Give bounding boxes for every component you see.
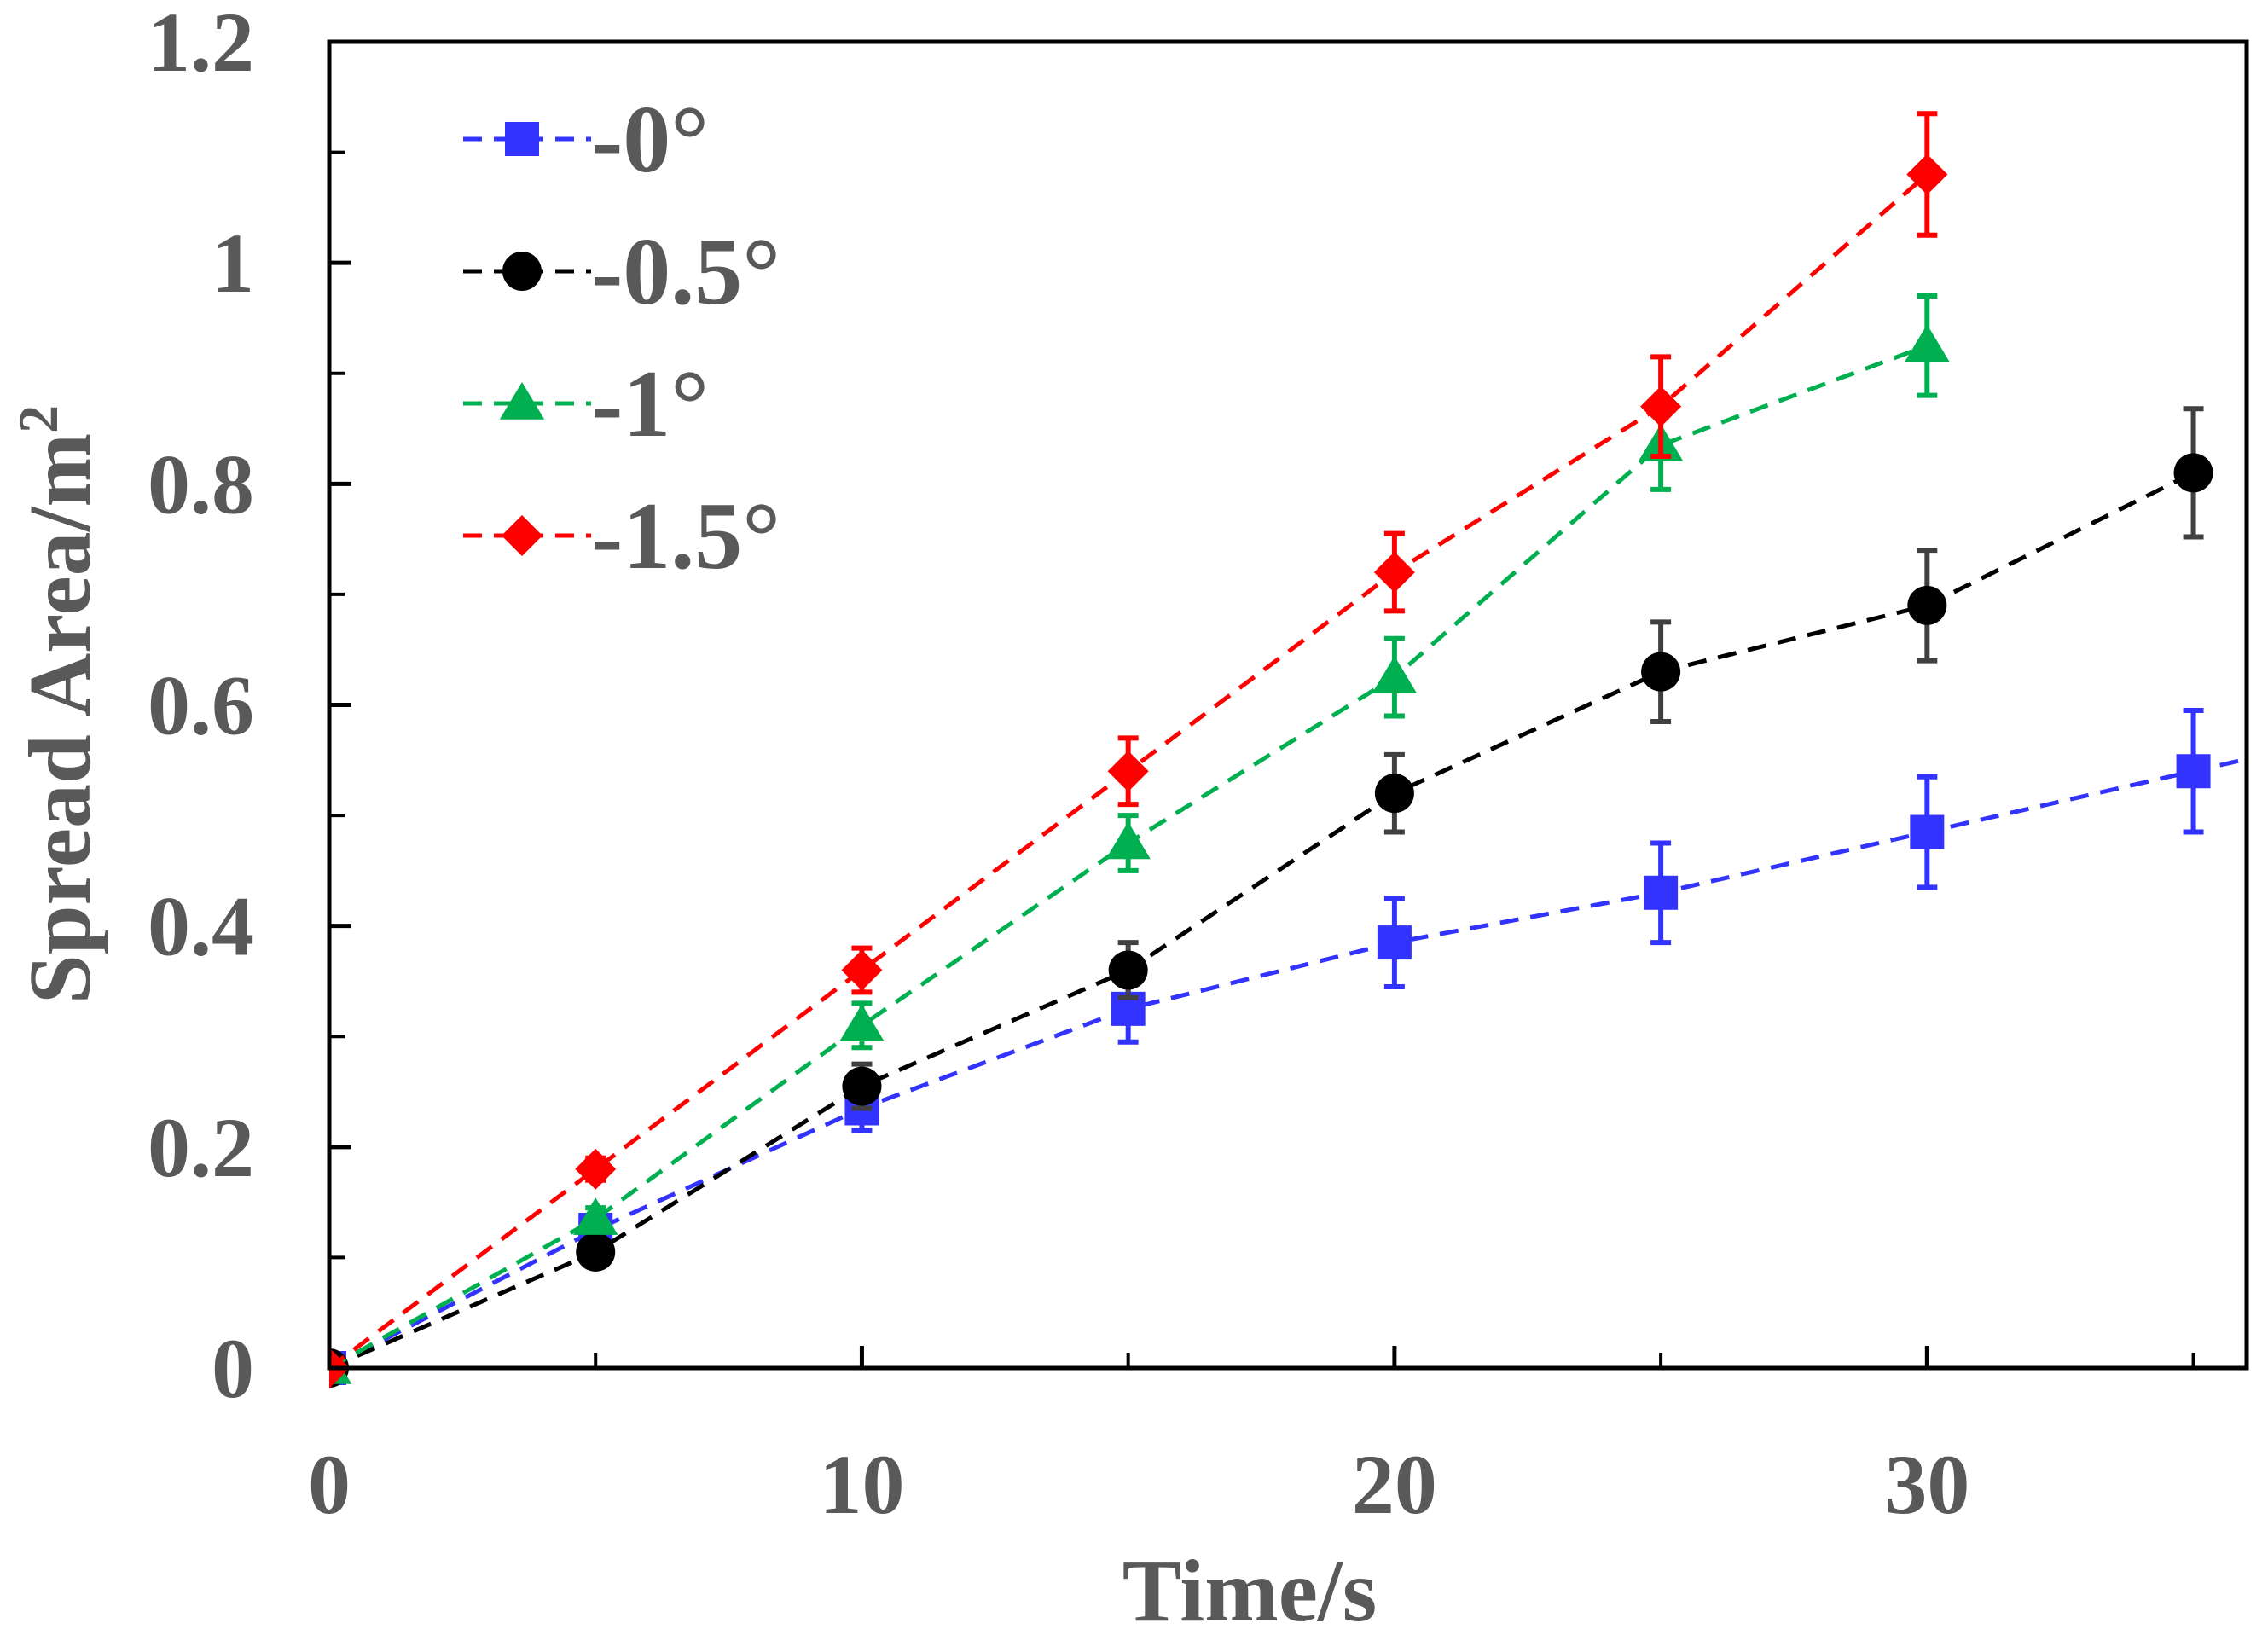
series-3	[329, 111, 1948, 1388]
data-point	[839, 1004, 885, 1042]
series-layer	[329, 111, 2247, 1388]
y-tick-label: 1	[212, 216, 254, 310]
legend-item-3: -1.5°	[463, 484, 780, 589]
y-tick-label: 0.8	[148, 437, 254, 531]
y-tick-label: 1.2	[148, 0, 254, 90]
legend-layer: -0° -0.5° -1° -1.5°	[463, 87, 780, 589]
series-line	[329, 757, 2247, 1371]
legend-marker	[502, 252, 542, 291]
series-line	[329, 471, 2195, 1371]
legend-label: -1.5°	[591, 484, 780, 589]
data-point	[2173, 453, 2213, 493]
y-tick-label: 0	[212, 1321, 254, 1416]
data-point	[1377, 925, 1412, 960]
x-axis-label: Time/s	[1122, 1542, 1378, 1629]
data-point	[1108, 950, 1148, 990]
data-point	[576, 1232, 616, 1272]
y-tick-label: 0.4	[148, 879, 254, 974]
data-point	[1640, 386, 1682, 427]
data-point	[572, 1197, 618, 1235]
data-point	[1907, 585, 1947, 625]
legend-label: -1°	[591, 351, 709, 457]
y-axis-label-main: Spread Area/m	[11, 433, 109, 1004]
x-tick-label: 30	[1884, 1437, 1969, 1532]
data-point	[575, 1148, 617, 1190]
y-axis-label-superscript: 2	[8, 405, 70, 433]
data-point	[841, 949, 883, 991]
data-point	[842, 1066, 882, 1106]
data-point	[1641, 652, 1681, 692]
x-tick-label: 20	[1352, 1437, 1437, 1532]
legend-item-0: -0°	[463, 87, 709, 193]
x-tick-label: 10	[819, 1437, 904, 1532]
series-2	[329, 293, 1950, 1384]
data-point	[1107, 751, 1149, 792]
y-tick-label: 0.6	[148, 658, 254, 753]
data-point	[1372, 656, 1418, 693]
legend-marker	[502, 515, 542, 556]
legend-label: -0°	[591, 87, 709, 193]
y-axis-label: Spread Area/m2	[8, 405, 109, 1004]
data-point	[1644, 875, 1679, 910]
data-point	[1905, 324, 1950, 362]
legend-label: -0.5°	[591, 219, 780, 325]
y-tick-label: 0.2	[148, 1100, 254, 1195]
data-point	[1373, 552, 1415, 593]
data-point	[1910, 814, 1945, 849]
legend-item-1: -0.5°	[463, 219, 780, 325]
x-tick-label: 0	[308, 1437, 351, 1532]
legend-marker	[505, 122, 539, 156]
data-point	[1374, 774, 1414, 814]
legend-item-2: -1°	[463, 351, 709, 457]
legend-marker	[499, 382, 545, 420]
data-point	[1105, 821, 1151, 860]
ticks-layer: 0 0.2 0.4 0.6 0.8 1 1.2 0 10 20 30	[148, 0, 2195, 1532]
data-point	[1906, 154, 1948, 195]
data-point	[2176, 754, 2211, 789]
series-0	[329, 707, 2247, 1385]
